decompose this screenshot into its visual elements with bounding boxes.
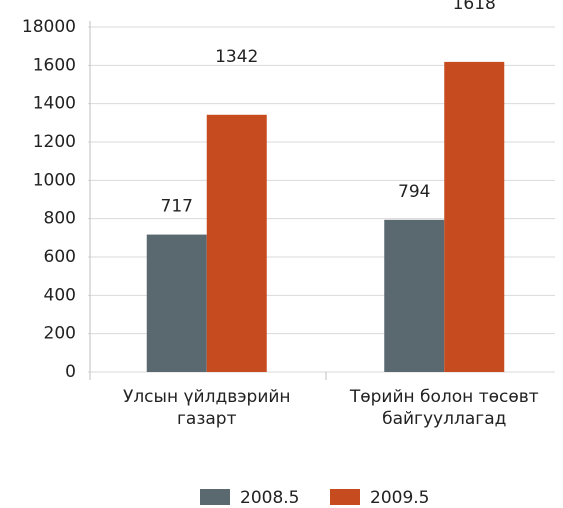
- y-tick-label: 1400: [33, 94, 76, 114]
- legend-label: 2009.5: [370, 488, 429, 508]
- y-tick-label: 1200: [33, 132, 76, 152]
- legend-label: 2008.5: [240, 488, 299, 508]
- value-label: 717: [161, 197, 193, 217]
- y-tick-label: 1600: [33, 55, 76, 75]
- bar: [384, 219, 445, 372]
- y-tick-label: 800: [44, 209, 76, 229]
- x-tick-label: Улсын үйлдвэрийн газарт: [122, 387, 291, 429]
- bar: [206, 114, 267, 373]
- value-label: 794: [398, 182, 430, 202]
- legend-swatch: [330, 489, 360, 505]
- legend-swatch: [200, 489, 230, 505]
- y-tick-label: 600: [44, 247, 76, 267]
- y-tick-label: 400: [44, 285, 76, 305]
- bar: [146, 234, 207, 372]
- bar: [444, 61, 505, 373]
- value-label: 1342: [215, 47, 258, 67]
- value-label: 1618: [453, 0, 496, 14]
- y-tick-label: 1000: [33, 170, 76, 190]
- y-tick-label: 200: [44, 324, 76, 344]
- y-tick-label: 18000: [22, 17, 76, 37]
- y-tick-label: 0: [65, 362, 76, 382]
- x-tick-label: Төрийн болон төсөвт байгууллагад: [349, 387, 539, 429]
